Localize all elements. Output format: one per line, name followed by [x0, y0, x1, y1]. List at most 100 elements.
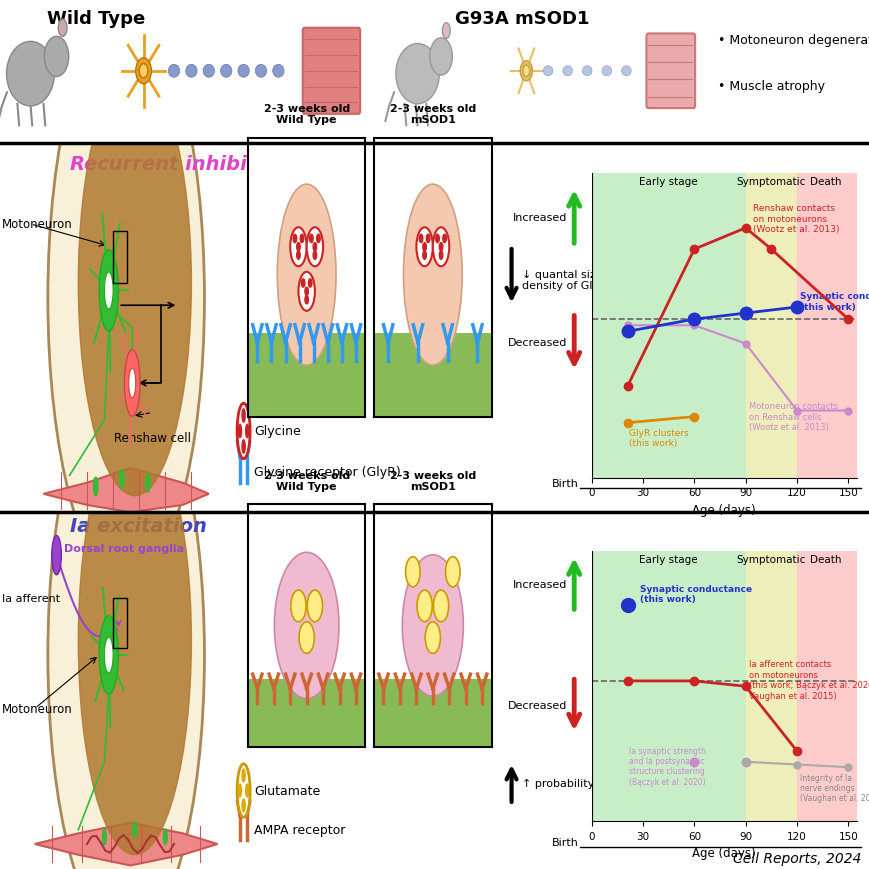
Circle shape — [304, 288, 308, 296]
Bar — [113, 598, 127, 648]
Polygon shape — [43, 468, 209, 513]
Ellipse shape — [238, 65, 249, 78]
Ellipse shape — [621, 67, 631, 76]
Text: Birth: Birth — [551, 478, 578, 488]
Text: AMPA receptor: AMPA receptor — [254, 823, 345, 836]
Ellipse shape — [48, 370, 204, 869]
Bar — [113, 232, 127, 284]
Ellipse shape — [203, 65, 215, 78]
Circle shape — [299, 622, 314, 653]
FancyBboxPatch shape — [374, 334, 491, 417]
Text: Glycine: Glycine — [254, 425, 301, 438]
Ellipse shape — [277, 185, 335, 366]
Circle shape — [307, 228, 322, 267]
Text: Increased: Increased — [513, 579, 567, 589]
Ellipse shape — [186, 65, 197, 78]
Text: Increased: Increased — [513, 212, 567, 222]
Circle shape — [245, 784, 249, 797]
Text: Symptomatic: Symptomatic — [736, 176, 805, 187]
Circle shape — [422, 243, 426, 252]
Text: Death: Death — [809, 176, 841, 187]
Circle shape — [433, 228, 448, 267]
Bar — [796, 552, 856, 821]
Text: Glutamate: Glutamate — [254, 784, 320, 797]
Circle shape — [435, 235, 439, 243]
FancyBboxPatch shape — [646, 35, 694, 109]
Ellipse shape — [78, 71, 191, 496]
Circle shape — [522, 66, 529, 77]
Bar — [591, 552, 745, 821]
Circle shape — [124, 350, 140, 417]
Ellipse shape — [44, 37, 69, 77]
Circle shape — [133, 822, 136, 838]
Circle shape — [425, 622, 440, 653]
Circle shape — [416, 590, 432, 622]
Circle shape — [307, 590, 322, 622]
Bar — [591, 174, 745, 478]
Bar — [745, 552, 796, 821]
Circle shape — [290, 228, 307, 267]
Circle shape — [129, 368, 136, 398]
Circle shape — [242, 409, 245, 422]
FancyBboxPatch shape — [302, 29, 360, 115]
Circle shape — [422, 252, 426, 260]
Ellipse shape — [169, 65, 180, 78]
Circle shape — [238, 425, 242, 438]
Circle shape — [120, 470, 124, 488]
Ellipse shape — [395, 44, 439, 104]
Circle shape — [52, 536, 62, 575]
Circle shape — [316, 235, 320, 243]
Text: Synaptic conductance
(this work): Synaptic conductance (this work) — [799, 292, 869, 311]
Circle shape — [304, 296, 308, 304]
Circle shape — [99, 616, 118, 694]
Circle shape — [146, 474, 150, 493]
Text: Integrity of Ia
nerve endings
(Vaughan et al. 2015): Integrity of Ia nerve endings (Vaughan e… — [799, 773, 869, 802]
Ellipse shape — [7, 43, 55, 107]
Ellipse shape — [221, 65, 232, 78]
Circle shape — [139, 64, 148, 79]
Text: Death: Death — [809, 554, 841, 565]
Circle shape — [416, 228, 433, 267]
Text: Symptomatic: Symptomatic — [736, 554, 805, 565]
Polygon shape — [35, 823, 217, 866]
Ellipse shape — [48, 12, 204, 585]
Circle shape — [439, 252, 442, 260]
Ellipse shape — [562, 67, 572, 76]
Ellipse shape — [403, 185, 461, 366]
Circle shape — [104, 638, 113, 673]
Text: Renshaw contacts
on motoneurons
(Wootz et al. 2013): Renshaw contacts on motoneurons (Wootz e… — [752, 204, 838, 234]
Text: Decreased: Decreased — [507, 338, 567, 348]
Circle shape — [293, 235, 296, 243]
Text: 2-3 weeks old
mSOD1: 2-3 weeks old mSOD1 — [389, 470, 475, 492]
Text: GlyR clusters
(this work): GlyR clusters (this work) — [628, 428, 688, 448]
Text: Early stage: Early stage — [639, 176, 697, 187]
Text: 2-3 weeks old
Wild Type: 2-3 weeks old Wild Type — [263, 470, 349, 492]
Ellipse shape — [520, 62, 532, 82]
FancyBboxPatch shape — [248, 334, 365, 417]
Circle shape — [103, 829, 106, 845]
Text: 2-3 weeks old
mSOD1: 2-3 weeks old mSOD1 — [389, 103, 475, 125]
Circle shape — [426, 235, 429, 243]
Circle shape — [296, 243, 300, 252]
Circle shape — [242, 799, 245, 812]
Circle shape — [238, 784, 242, 797]
Ellipse shape — [601, 67, 611, 76]
Circle shape — [300, 235, 303, 243]
FancyBboxPatch shape — [374, 680, 491, 747]
Text: Motoneuron: Motoneuron — [2, 702, 72, 715]
Text: Motoneuron: Motoneuron — [2, 218, 72, 231]
Text: 2-3 weeks old
Wild Type: 2-3 weeks old Wild Type — [263, 103, 349, 125]
Ellipse shape — [543, 67, 553, 76]
Circle shape — [433, 590, 448, 622]
Text: Recurrent inhibition: Recurrent inhibition — [70, 155, 289, 174]
Text: Birth: Birth — [551, 838, 578, 847]
FancyBboxPatch shape — [248, 680, 365, 747]
Circle shape — [308, 280, 312, 288]
Ellipse shape — [255, 65, 266, 78]
Text: Renshaw cell: Renshaw cell — [114, 432, 190, 444]
Text: Ia excitation: Ia excitation — [70, 516, 206, 535]
Text: Wild Type: Wild Type — [47, 10, 144, 28]
Circle shape — [313, 252, 316, 260]
Bar — [796, 174, 856, 478]
Circle shape — [442, 235, 446, 243]
